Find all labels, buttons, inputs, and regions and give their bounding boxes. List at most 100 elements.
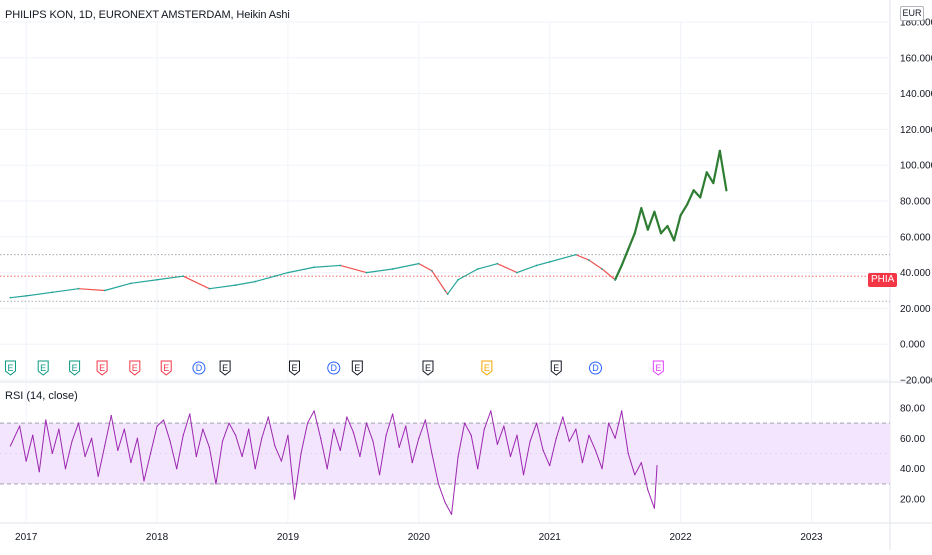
rsi-segment[interactable] xyxy=(267,416,276,446)
rsi-segment[interactable] xyxy=(176,435,184,469)
price-point[interactable] xyxy=(692,189,695,192)
price-segment[interactable] xyxy=(447,279,459,295)
rsi-point[interactable] xyxy=(627,452,629,455)
price-point[interactable] xyxy=(446,293,449,295)
rsi-segment[interactable] xyxy=(78,422,86,457)
rsi-segment[interactable] xyxy=(10,425,21,447)
price-point[interactable] xyxy=(614,278,617,281)
dividend-marker[interactable] xyxy=(192,361,206,375)
price-segment[interactable] xyxy=(640,207,649,231)
price-segment[interactable] xyxy=(418,263,433,272)
dividend-marker[interactable] xyxy=(327,361,341,375)
earnings-marker[interactable] xyxy=(422,360,434,376)
rsi-segment[interactable] xyxy=(235,435,243,457)
price-segment[interactable] xyxy=(646,210,656,231)
price-segment[interactable] xyxy=(496,263,518,274)
price-point[interactable] xyxy=(444,289,446,292)
rsi-point[interactable] xyxy=(424,419,426,421)
rsi-point[interactable] xyxy=(182,434,184,436)
rsi-point[interactable] xyxy=(464,422,466,424)
rsi-segment[interactable] xyxy=(490,410,498,445)
price-point[interactable] xyxy=(718,149,721,152)
rsi-point[interactable] xyxy=(300,452,302,455)
rsi-point[interactable] xyxy=(228,422,230,424)
rsi-point[interactable] xyxy=(634,474,636,476)
rsi-point[interactable] xyxy=(58,428,60,430)
rsi-point[interactable] xyxy=(274,445,276,447)
rsi-segment[interactable] xyxy=(555,416,564,439)
rsi-point[interactable] xyxy=(346,416,348,418)
earnings-marker[interactable] xyxy=(4,360,16,376)
price-pane[interactable] xyxy=(0,149,890,302)
price-segment[interactable] xyxy=(130,279,158,284)
rsi-point[interactable] xyxy=(71,440,73,442)
rsi-segment[interactable] xyxy=(372,441,381,475)
rsi-point[interactable] xyxy=(104,445,106,447)
earnings-marker[interactable] xyxy=(481,360,493,376)
rsi-segment[interactable] xyxy=(365,422,374,442)
rsi-point[interactable] xyxy=(621,410,623,412)
rsi-point[interactable] xyxy=(503,425,505,427)
rsi-segment[interactable] xyxy=(562,416,570,442)
rsi-point[interactable] xyxy=(516,434,518,436)
rsi-point[interactable] xyxy=(496,443,498,445)
rsi-point[interactable] xyxy=(163,419,165,421)
rsi-point[interactable] xyxy=(267,416,269,418)
price-segment[interactable] xyxy=(254,275,276,283)
price-segment[interactable] xyxy=(51,288,80,293)
price-segment[interactable] xyxy=(274,272,289,277)
rsi-segment[interactable] xyxy=(424,419,433,454)
rsi-segment[interactable] xyxy=(91,438,99,477)
rsi-point[interactable] xyxy=(32,434,34,436)
rsi-segment[interactable] xyxy=(333,428,341,451)
price-point[interactable] xyxy=(666,225,669,227)
rsi-segment[interactable] xyxy=(568,428,577,442)
rsi-segment[interactable] xyxy=(130,438,138,463)
price-point[interactable] xyxy=(679,214,682,217)
price-segment[interactable] xyxy=(549,254,577,263)
rsi-segment[interactable] xyxy=(143,453,152,482)
price-point[interactable] xyxy=(640,207,643,210)
rsi-segment[interactable] xyxy=(222,422,230,442)
rsi-point[interactable] xyxy=(313,410,315,412)
rsi-segment[interactable] xyxy=(503,425,511,457)
rsi-point[interactable] xyxy=(418,437,420,439)
rsi-segment[interactable] xyxy=(307,410,315,424)
rsi-point[interactable] xyxy=(437,483,440,485)
rsi-segment[interactable] xyxy=(208,447,217,485)
rsi-point[interactable] xyxy=(97,475,99,477)
price-point[interactable] xyxy=(535,264,538,267)
rsi-segment[interactable] xyxy=(588,435,596,451)
price-point[interactable] xyxy=(627,248,630,251)
rsi-segment[interactable] xyxy=(32,435,40,472)
price-point[interactable] xyxy=(601,268,603,270)
rsi-point[interactable] xyxy=(326,468,328,470)
price-segment[interactable] xyxy=(679,203,689,217)
rsi-segment[interactable] xyxy=(248,429,256,469)
rsi-point[interactable] xyxy=(385,434,387,436)
rsi-point[interactable] xyxy=(156,425,158,427)
rsi-segment[interactable] xyxy=(326,429,335,469)
rsi-point[interactable] xyxy=(293,498,296,500)
rsi-point[interactable] xyxy=(25,460,27,462)
earnings-marker[interactable] xyxy=(288,360,300,376)
price-point[interactable] xyxy=(51,291,54,294)
rsi-point[interactable] xyxy=(306,422,309,424)
rsi-point[interactable] xyxy=(202,428,204,430)
rsi-point[interactable] xyxy=(19,425,21,427)
price-segment[interactable] xyxy=(659,224,669,235)
rsi-point[interactable] xyxy=(189,413,191,415)
rsi-point[interactable] xyxy=(372,440,374,442)
rsi-point[interactable] xyxy=(575,428,577,430)
price-segment[interactable] xyxy=(457,268,479,281)
rsi-segment[interactable] xyxy=(542,450,551,466)
rsi-segment[interactable] xyxy=(136,438,145,481)
price-segment[interactable] xyxy=(25,291,53,297)
rsi-segment[interactable] xyxy=(241,429,250,457)
earnings-marker[interactable] xyxy=(550,360,562,376)
rsi-point[interactable] xyxy=(261,437,263,439)
rsi-point[interactable] xyxy=(248,428,250,430)
